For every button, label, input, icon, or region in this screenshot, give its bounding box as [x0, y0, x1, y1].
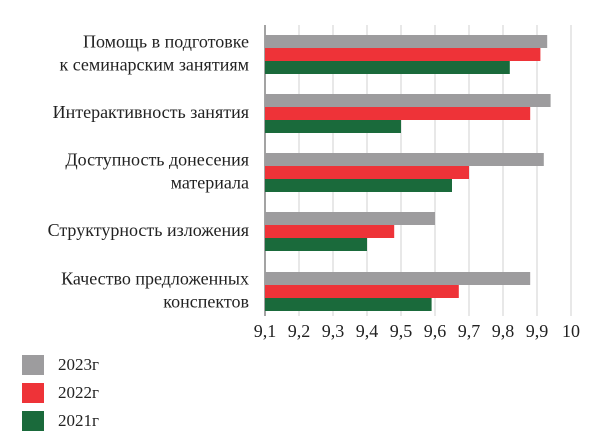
- x-tick-label: 9,1: [254, 321, 277, 341]
- x-tick-label: 9,2: [288, 321, 311, 341]
- bar-2021г-1: [265, 61, 510, 74]
- category-labels: Помощь в подготовке к семинарским занятия…: [48, 32, 249, 312]
- category-label: материала: [171, 173, 249, 193]
- bar-2021г-5: [265, 298, 432, 311]
- category-label: Структурность изложения: [48, 220, 249, 240]
- bar-2022г-2: [265, 107, 531, 120]
- category-label: Помощь в подготовке: [83, 32, 249, 52]
- legend-swatch: [22, 354, 44, 375]
- x-tick-label: 9,5: [390, 321, 413, 341]
- category-label: конспектов: [163, 292, 249, 312]
- category-label: Интерактивность занятия: [53, 102, 249, 122]
- x-tick-label: 9,3: [322, 321, 345, 341]
- bar-2023г-2: [265, 94, 551, 107]
- bar-2023г-4: [265, 212, 435, 225]
- x-tick-label: 10: [562, 321, 580, 341]
- bar-2021г-4: [265, 238, 367, 251]
- category-label: Доступность донесения: [65, 150, 249, 170]
- category-label: Качество предложенных: [61, 269, 249, 289]
- bar-2023г-5: [265, 272, 531, 285]
- bar-2022г-4: [265, 225, 395, 238]
- bar-2023г-3: [265, 153, 544, 166]
- legend-swatch: [22, 410, 44, 431]
- legend-item: 2022г: [22, 380, 99, 405]
- category-label: к семинарским занятиям: [59, 55, 249, 75]
- x-tick-label: 9,8: [492, 321, 515, 341]
- x-tick-label: 9,6: [424, 321, 447, 341]
- bar-2021г-2: [265, 120, 401, 133]
- legend-item: 2023г: [22, 352, 99, 377]
- bars: [265, 35, 551, 311]
- bar-2022г-1: [265, 48, 541, 61]
- bar-2023г-1: [265, 35, 548, 48]
- legend-item: 2021г: [22, 408, 99, 433]
- bar-2022г-3: [265, 166, 469, 179]
- legend-swatch: [22, 382, 44, 403]
- x-tick-label: 9,7: [458, 321, 481, 341]
- bar-2021г-3: [265, 179, 452, 192]
- legend: 2023г 2022г 2021г: [22, 352, 99, 436]
- x-tick-labels: 9,1 9,2 9,3 9,4 9,5 9,6 9,7 9,8 9,9 10: [254, 321, 580, 341]
- bar-2022г-5: [265, 285, 459, 298]
- legend-label: 2022г: [58, 382, 99, 402]
- legend-label: 2021г: [58, 410, 99, 430]
- x-tick-label: 9,9: [526, 321, 549, 341]
- legend-label: 2023г: [58, 354, 99, 374]
- x-tick-label: 9,4: [356, 321, 379, 341]
